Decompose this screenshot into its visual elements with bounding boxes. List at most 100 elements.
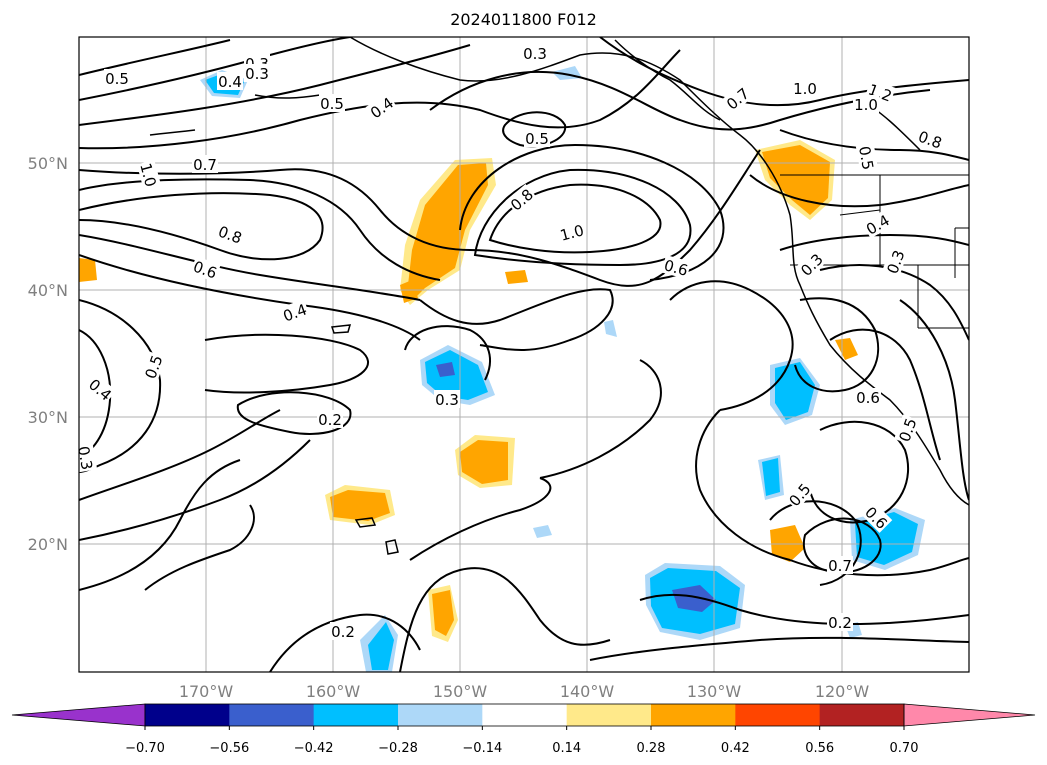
contour-label-bg bbox=[792, 79, 818, 97]
colorbar-tick-label: 0.42 bbox=[721, 741, 750, 756]
contour-label: 0.2 bbox=[318, 411, 342, 429]
contour-label-bg bbox=[365, 92, 398, 123]
contour-label-bg bbox=[855, 143, 879, 173]
colorbar-swatch bbox=[735, 704, 821, 726]
contour-label-bg bbox=[84, 373, 117, 405]
map-title: 2024011800 F012 bbox=[450, 10, 597, 29]
lon-label-160w: 160°W bbox=[306, 682, 361, 701]
contour-label-bg bbox=[861, 209, 894, 239]
lat-label-40n: 40°N bbox=[28, 281, 68, 300]
contour-label-bg bbox=[522, 44, 548, 62]
colorbar-tick-label: −0.28 bbox=[378, 741, 418, 756]
colorbar-extend-low bbox=[11, 703, 146, 727]
colorbar-frame bbox=[144, 703, 905, 727]
contour-label-bg bbox=[244, 64, 270, 82]
contour-label: 1.0 bbox=[793, 80, 817, 98]
colorbar-swatch bbox=[566, 704, 652, 726]
colorbar-swatch bbox=[651, 704, 736, 726]
lon-label-140w: 140°W bbox=[560, 682, 615, 701]
contour-label-bg bbox=[140, 351, 166, 382]
contour-label-bg bbox=[721, 82, 754, 114]
graticule bbox=[79, 37, 969, 672]
contour-label: 1.0 bbox=[854, 96, 878, 114]
contour-label-bg bbox=[434, 390, 460, 408]
anomaly-negative bbox=[368, 622, 394, 670]
contour-label-bg bbox=[855, 388, 881, 406]
anomaly-positive bbox=[432, 590, 454, 636]
contour-label: 0.6 bbox=[662, 256, 690, 280]
colorbar-swatch bbox=[145, 704, 230, 726]
contour-label: 1.0 bbox=[558, 221, 586, 245]
colorbar-extend-high bbox=[903, 703, 1036, 727]
contour-label-bg bbox=[524, 129, 550, 147]
lon-label-130w: 130°W bbox=[687, 682, 742, 701]
contour-label: 0.2 bbox=[331, 623, 355, 641]
contour-label: 0.3 bbox=[245, 65, 269, 83]
contour-label-bg bbox=[661, 254, 692, 280]
anomaly-negative bbox=[604, 320, 617, 337]
contour-label: 0.7 bbox=[828, 557, 852, 575]
contour-label-bg bbox=[827, 613, 853, 631]
contour-label: 0.2 bbox=[828, 614, 852, 632]
contour-label: 1.0 bbox=[136, 161, 160, 189]
anomaly-positive bbox=[505, 270, 528, 284]
anomaly-negative bbox=[533, 525, 552, 538]
lon-label-170w: 170°W bbox=[179, 682, 234, 701]
anomaly-negative bbox=[775, 362, 815, 420]
contour-label: 0.5 bbox=[320, 95, 344, 113]
anomaly-negative bbox=[436, 362, 455, 377]
contour-label: 0.6 bbox=[856, 389, 880, 407]
lat-label-30n: 30°N bbox=[28, 408, 68, 427]
anomaly-positive bbox=[835, 338, 858, 360]
anomaly-negative bbox=[672, 585, 716, 612]
contour-label-bg bbox=[215, 221, 246, 247]
contour-label-bg bbox=[319, 94, 345, 112]
contour-label-bg bbox=[882, 246, 908, 277]
map-frame bbox=[78, 36, 970, 673]
anomaly-positive bbox=[408, 163, 488, 300]
contour-label: 0.7 bbox=[193, 156, 217, 174]
contour-label-bg bbox=[192, 155, 218, 173]
colorbar-swatch bbox=[482, 704, 568, 726]
colorbar-tick-label: 0.28 bbox=[637, 741, 666, 756]
anomaly-positive bbox=[460, 440, 508, 484]
colorbar-tick-label: −0.14 bbox=[462, 741, 502, 756]
contour-label-bg bbox=[104, 69, 130, 87]
contour-labels: 0.50.40.30.30.50.40.30.50.71.01.21.00.80… bbox=[74, 44, 946, 641]
lat-label-20n: 20°N bbox=[28, 535, 68, 554]
contour-label-bg bbox=[853, 95, 879, 113]
contour-label: 0.3 bbox=[435, 391, 459, 409]
colorbar-swatch bbox=[229, 704, 315, 726]
contour-label-bg bbox=[795, 248, 827, 280]
contour-label-bg bbox=[861, 501, 893, 533]
anomaly-positive bbox=[79, 258, 97, 282]
contour-label-bg bbox=[827, 556, 853, 574]
colorbar-tick-label: −0.70 bbox=[125, 741, 165, 756]
contour-label-bg bbox=[217, 72, 243, 90]
colorbar-tick-labels: −0.70 −0.56 −0.42 −0.28 −0.14 0.14 0.28 0.42 0.5… bbox=[125, 726, 918, 756]
lon-label-120w: 120°W bbox=[815, 682, 870, 701]
contour-label-bg bbox=[330, 622, 356, 640]
colorbar-swatch bbox=[819, 704, 905, 726]
contour-label-bg bbox=[915, 126, 946, 152]
contour-label-bg bbox=[317, 410, 343, 428]
contour-label-bg bbox=[505, 183, 538, 215]
contour-label-bg bbox=[136, 159, 162, 190]
colorbar bbox=[11, 703, 1036, 727]
colorbar-tick-label: 0.70 bbox=[890, 741, 919, 756]
colorbar-tick-label: 0.56 bbox=[805, 741, 834, 756]
contour-label-bg bbox=[556, 219, 587, 245]
contour-label-bg bbox=[894, 414, 920, 445]
contour-lines bbox=[79, 37, 969, 672]
contour-label-bg bbox=[783, 478, 815, 511]
lon-label-150w: 150°W bbox=[433, 682, 488, 701]
longitude-labels: 170°W 160°W 150°W 140°W 130°W 120°W bbox=[179, 682, 870, 701]
anomaly-negative bbox=[855, 512, 918, 565]
latitude-labels: 50°N 40°N 30°N 20°N bbox=[28, 154, 68, 554]
contour-label-bg bbox=[74, 443, 98, 473]
anomaly-negative bbox=[762, 458, 780, 496]
colorbar-tick-label: 0.14 bbox=[552, 741, 581, 756]
contour-label: 0.5 bbox=[855, 145, 877, 172]
anomaly-positive bbox=[330, 490, 390, 521]
